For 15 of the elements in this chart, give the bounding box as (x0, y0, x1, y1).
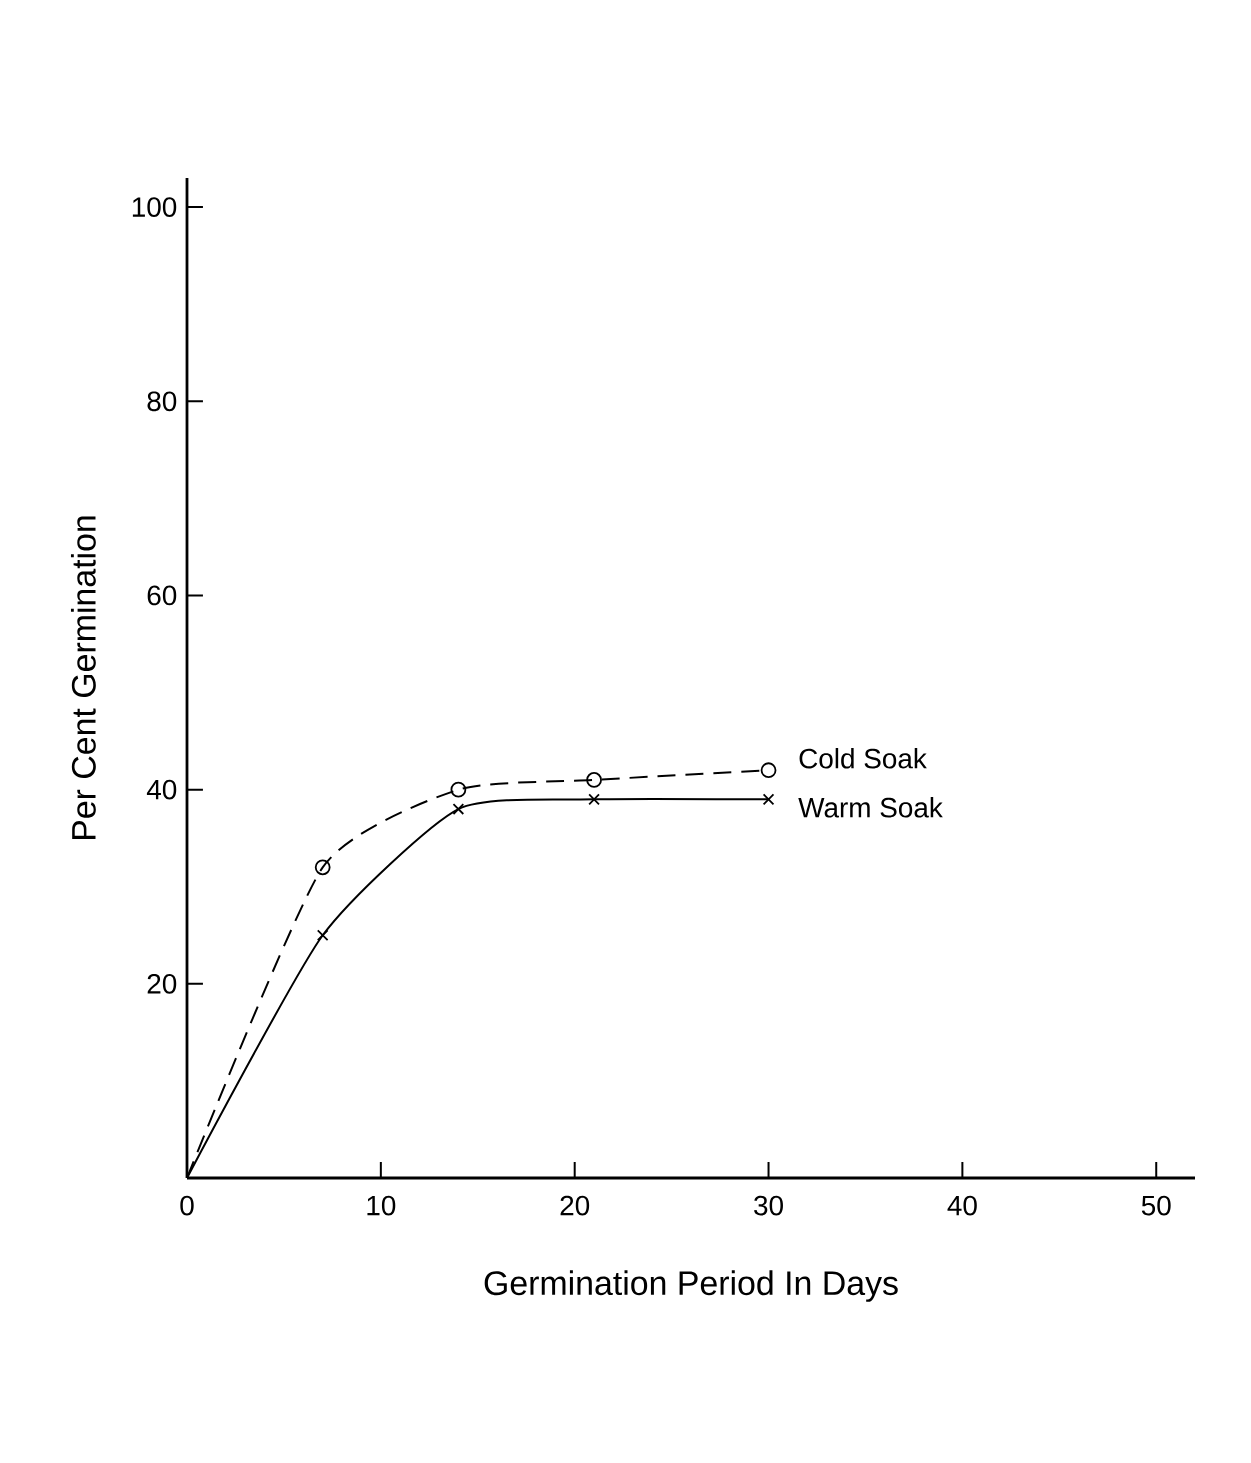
x-tick-label: 30 (754, 1195, 783, 1216)
x-tick-label: 0 (180, 1195, 194, 1216)
y-tick-label: 60 (147, 585, 177, 606)
series-label: Cold Soak (799, 748, 927, 769)
y-tick-label: 80 (147, 391, 177, 412)
y-tick-label: 40 (146, 779, 177, 800)
x-tick-label: 20 (560, 1195, 590, 1216)
y-axis-title: Per Cent Germination (70, 516, 96, 839)
series-label: Warm Soak (798, 797, 943, 818)
x-tick-label: 10 (367, 1195, 396, 1216)
x-axis-title: Germination Period In Days (484, 1270, 898, 1302)
x-tick-label: 50 (1141, 1195, 1171, 1216)
x-tick-label: 40 (947, 1195, 977, 1216)
y-tick-label: 20 (147, 973, 177, 994)
y-tick-label: 100 (132, 197, 177, 217)
